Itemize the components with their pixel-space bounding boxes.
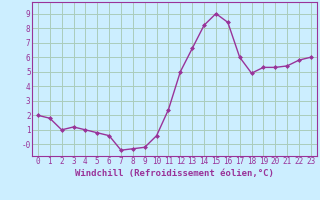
X-axis label: Windchill (Refroidissement éolien,°C): Windchill (Refroidissement éolien,°C) — [75, 169, 274, 178]
